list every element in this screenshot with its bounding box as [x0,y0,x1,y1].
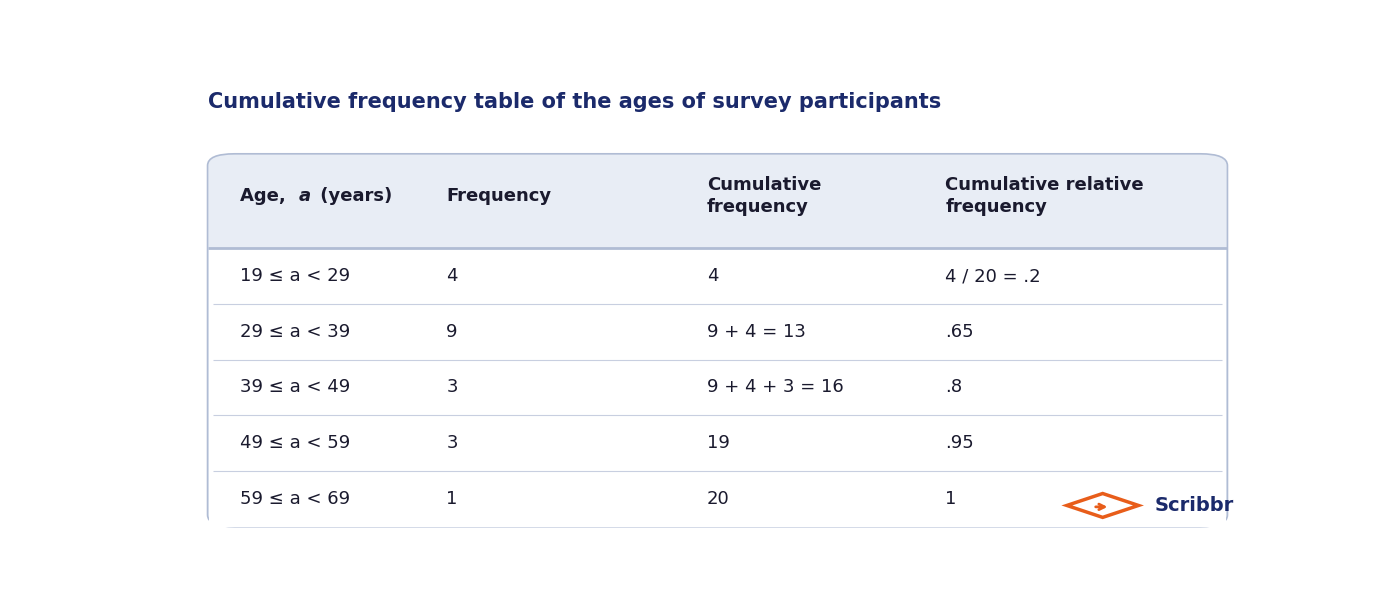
Bar [209,471,1226,527]
Text: 1: 1 [945,490,956,508]
Text: 4: 4 [707,267,718,285]
Text: .95: .95 [945,434,974,452]
Text: 39 ≤ a < 49: 39 ≤ a < 49 [241,378,350,397]
Text: 1: 1 [447,490,458,508]
Text: 9 + 4 = 13: 9 + 4 = 13 [707,323,805,341]
Text: (years): (years) [314,188,392,205]
Text: .65: .65 [945,323,974,341]
FancyBboxPatch shape [207,154,1228,527]
Text: Scribbr: Scribbr [1155,496,1233,515]
Bar [209,304,1226,360]
Text: 9: 9 [447,323,458,341]
Text: 3: 3 [447,378,458,397]
Text: 49 ≤ a < 59: 49 ≤ a < 59 [241,434,350,452]
Text: Cumulative
frequency: Cumulative frequency [707,176,820,216]
Bar [209,360,1226,415]
Text: .8: .8 [945,378,962,397]
Text: 3: 3 [447,434,458,452]
Text: 4: 4 [447,267,458,285]
Text: Cumulative relative
frequency: Cumulative relative frequency [945,176,1144,216]
Text: 19: 19 [707,434,729,452]
Text: 4 / 20 = .2: 4 / 20 = .2 [945,267,1042,285]
Text: 29 ≤ a < 39: 29 ≤ a < 39 [241,323,350,341]
Text: 59 ≤ a < 69: 59 ≤ a < 69 [241,490,350,508]
Text: 20: 20 [707,490,729,508]
Text: Frequency: Frequency [447,188,552,205]
Text: 9 + 4 + 3 = 16: 9 + 4 + 3 = 16 [707,378,843,397]
Text: a: a [298,188,311,205]
Bar [209,248,1226,304]
Text: 19 ≤ a < 29: 19 ≤ a < 29 [241,267,350,285]
Text: Age,: Age, [241,188,293,205]
Text: Cumulative frequency table of the ages of survey participants: Cumulative frequency table of the ages o… [207,93,941,112]
Bar [209,415,1226,471]
